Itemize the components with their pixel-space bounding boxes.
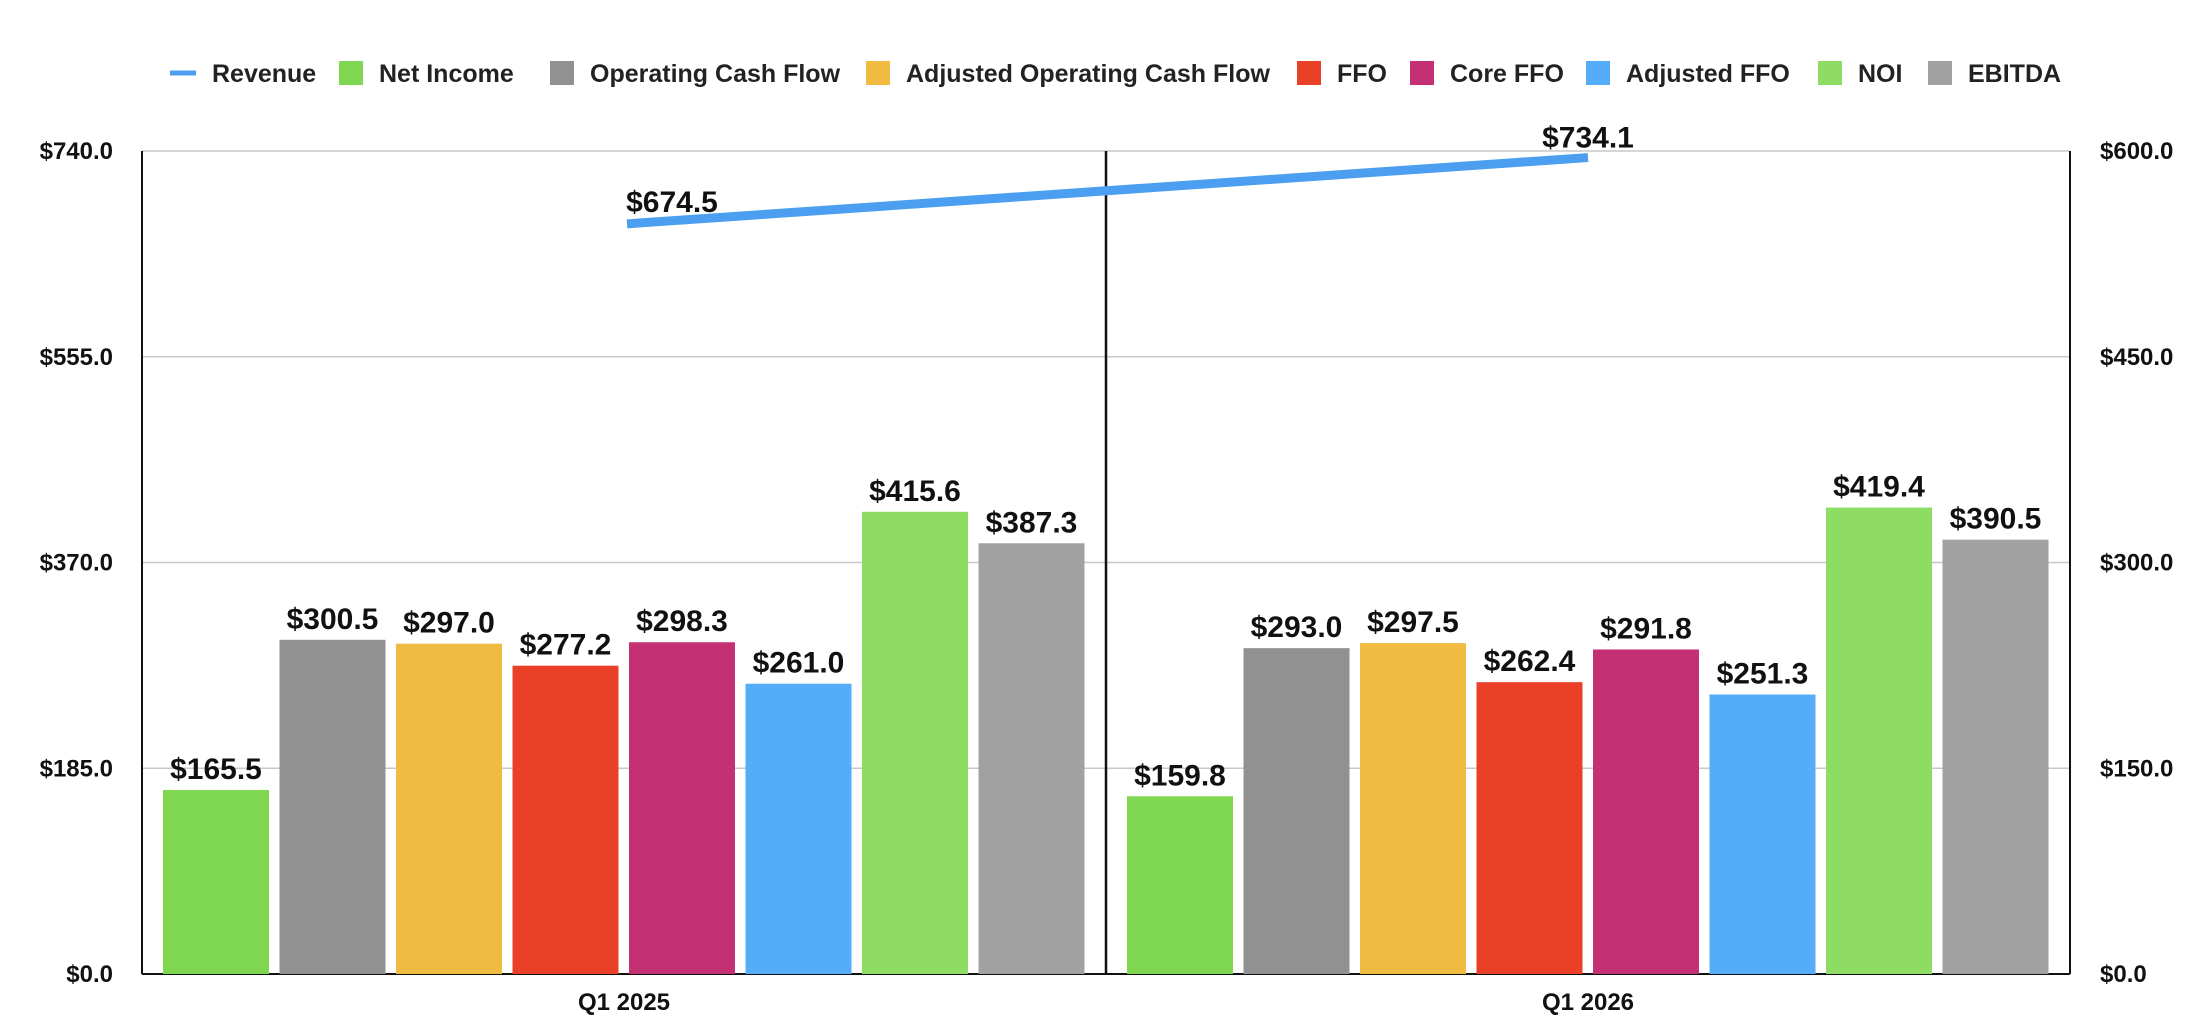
bar-6-1: [745, 683, 852, 974]
bar-8-2: [1942, 539, 2049, 974]
legend-label: NOI: [1858, 60, 1902, 88]
category-label: Q1 2025: [578, 989, 670, 1016]
legend-label: Operating Cash Flow: [590, 60, 841, 88]
bar-data-label: $297.5: [1367, 606, 1459, 639]
y-right-tick-label: $150.0: [2100, 755, 2173, 782]
bar-data-label: $277.2: [520, 629, 612, 662]
legend-color-swatch: [866, 61, 890, 85]
legend-color-swatch: [1297, 61, 1321, 85]
bar-data-label: $298.3: [636, 605, 728, 638]
bar-data-label: $387.3: [986, 506, 1078, 539]
bar-4-1: [512, 665, 619, 974]
bar-1-1: [163, 789, 269, 974]
bar-data-label: $297.0: [403, 607, 495, 640]
legend-color-swatch: [1928, 61, 1952, 85]
legend-label: EBITDA: [1968, 60, 2061, 88]
legend-label: Net Income: [379, 60, 514, 88]
y-right-tick-label: $450.0: [2100, 344, 2173, 371]
bar-6-2: [1709, 694, 1816, 974]
legend-color-swatch: [1818, 61, 1842, 85]
category-label: Q1 2026: [1542, 989, 1634, 1016]
bar-5-1: [629, 642, 735, 974]
bar-3-2: [1360, 643, 1466, 974]
y-left-tick-label: $370.0: [40, 550, 113, 577]
revenue-data-label: $674.5: [626, 186, 718, 219]
bar-5-2: [1593, 649, 1699, 974]
legend-label: Revenue: [212, 60, 316, 88]
y-left-tick-label: $185.0: [40, 755, 113, 782]
bar-data-label: $261.0: [753, 647, 845, 680]
bar-data-label: $415.6: [869, 475, 961, 508]
bar-data-label: $300.5: [287, 603, 379, 636]
bar-7-2: [1826, 507, 1932, 974]
bar-7-1: [862, 511, 968, 974]
bar-data-label: $262.4: [1484, 645, 1576, 678]
bar-3-1: [396, 643, 502, 974]
legend-color-swatch: [339, 61, 363, 85]
y-right-tick-label: $0.0: [2100, 961, 2147, 988]
y-right-tick-label: $300.0: [2100, 550, 2173, 577]
legend-color-swatch: [550, 61, 574, 85]
bar-data-label: $251.3: [1717, 658, 1809, 691]
legend-label: Core FFO: [1450, 60, 1564, 88]
bar-data-label: $293.0: [1251, 611, 1343, 644]
bar-4-2: [1476, 682, 1583, 974]
bar-data-label: $159.8: [1134, 759, 1226, 792]
y-left-tick-label: $555.0: [40, 344, 113, 371]
legend-label: Adjusted FFO: [1626, 60, 1790, 88]
bar-data-label: $419.4: [1833, 471, 1925, 504]
bar-data-label: $390.5: [1950, 503, 2042, 536]
y-left-tick-label: $740.0: [40, 138, 113, 165]
y-left-tick-label: $0.0: [66, 961, 113, 988]
bar-2-2: [1243, 648, 1350, 974]
y-right-tick-label: $600.0: [2100, 138, 2173, 165]
revenue-data-label: $734.1: [1542, 122, 1634, 155]
bar-data-label: $291.8: [1600, 612, 1692, 645]
bar-data-label: $165.5: [170, 753, 262, 786]
legend-label: Adjusted Operating Cash Flow: [906, 60, 1270, 88]
legend-label: FFO: [1337, 60, 1387, 88]
legend-color-swatch: [1586, 61, 1610, 85]
bar-8-1: [978, 543, 1085, 974]
legend-color-swatch: [1410, 61, 1434, 85]
bar-1-2: [1127, 796, 1233, 974]
bar-2-1: [279, 639, 386, 974]
revenue-line: [626, 153, 1589, 229]
